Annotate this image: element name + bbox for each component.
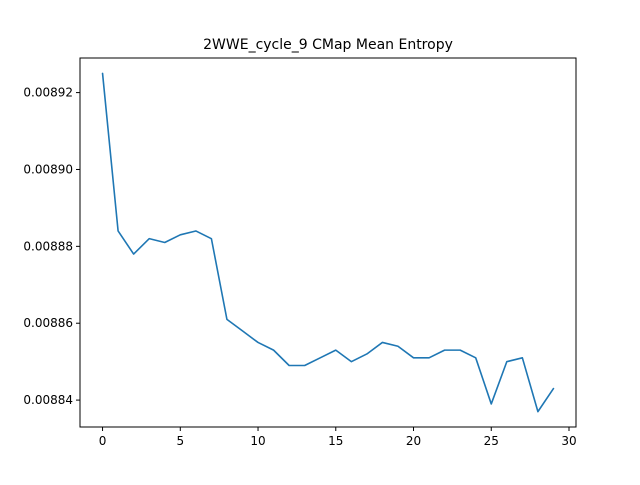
x-tick-label: 25 (484, 434, 499, 448)
y-tick-label: 0.00886 (23, 316, 73, 330)
x-tick-label: 30 (561, 434, 576, 448)
x-tick-label: 0 (99, 434, 107, 448)
y-tick-label: 0.00890 (23, 162, 73, 176)
x-tick-label: 10 (250, 434, 265, 448)
y-tick-label: 0.00884 (23, 393, 73, 407)
y-tick-label: 0.00888 (23, 239, 73, 253)
chart-title: 2WWE_cycle_9 CMap Mean Entropy (203, 37, 453, 53)
x-tick-label: 20 (406, 434, 421, 448)
x-tick-label: 15 (328, 434, 343, 448)
x-tick-label: 5 (176, 434, 184, 448)
y-tick-label: 0.00892 (23, 86, 73, 100)
